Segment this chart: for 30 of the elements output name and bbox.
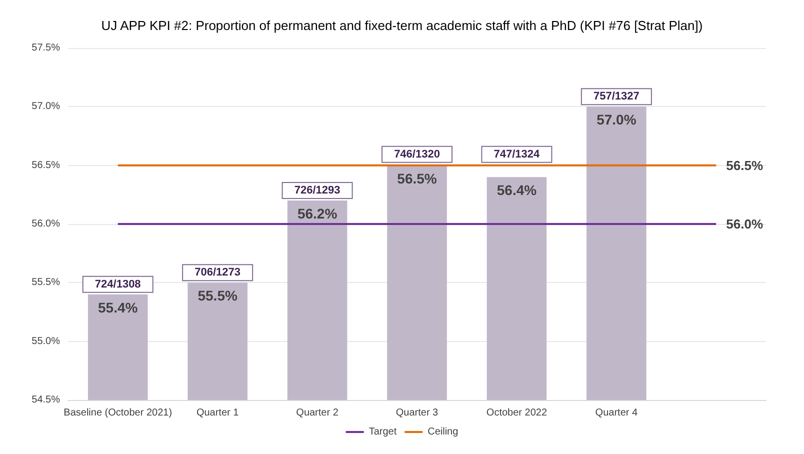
chart-title: UJ APP KPI #2: Proportion of permanent and fixed-term academic staff with a PhD (KPI #76 [Strat Plan]) [101, 18, 703, 33]
data-label: 56.4% [496, 182, 538, 198]
x-tick-label: October 2022 [486, 408, 548, 418]
y-tick-label: 54.5% [32, 394, 60, 406]
x-tick-label: Quarter 4 [595, 408, 638, 418]
annotation: 746/1320 [394, 148, 440, 160]
x-tick-label: Quarter 3 [396, 408, 439, 418]
y-tick-label: 56.5% [32, 160, 60, 171]
data-label: 56.2% [297, 206, 338, 222]
annotation: 706/1273 [194, 266, 241, 279]
data-label: 57.0% [596, 112, 637, 128]
data-label: 55.4% [98, 299, 138, 316]
y-tick-label: 55.0% [32, 336, 60, 347]
x-tick-label: Quarter 2 [296, 408, 339, 418]
y-tick-label: 55.5% [32, 277, 60, 288]
y-tick-label: 57.0% [32, 101, 60, 112]
annotation: 757/1327 [593, 90, 640, 103]
data-label: 56.0% [726, 216, 764, 232]
data-label: 56.5% [726, 158, 764, 173]
annotation: 747/1324 [494, 148, 541, 160]
data-label: 55.5% [198, 288, 238, 304]
x-tick-label: Baseline (October 2021) [64, 408, 172, 418]
x-tick-label: Quarter 1 [196, 408, 240, 418]
data-label: 56.5% [397, 170, 438, 186]
y-tick-label: 56.0% [32, 218, 60, 230]
y-tick-label: 57.5% [32, 42, 60, 54]
annotation: 724/1308 [94, 278, 141, 290]
legend-label: Target [368, 426, 397, 438]
annotation: 726/1293 [294, 184, 340, 197]
legend-label: Ceiling [428, 426, 458, 438]
